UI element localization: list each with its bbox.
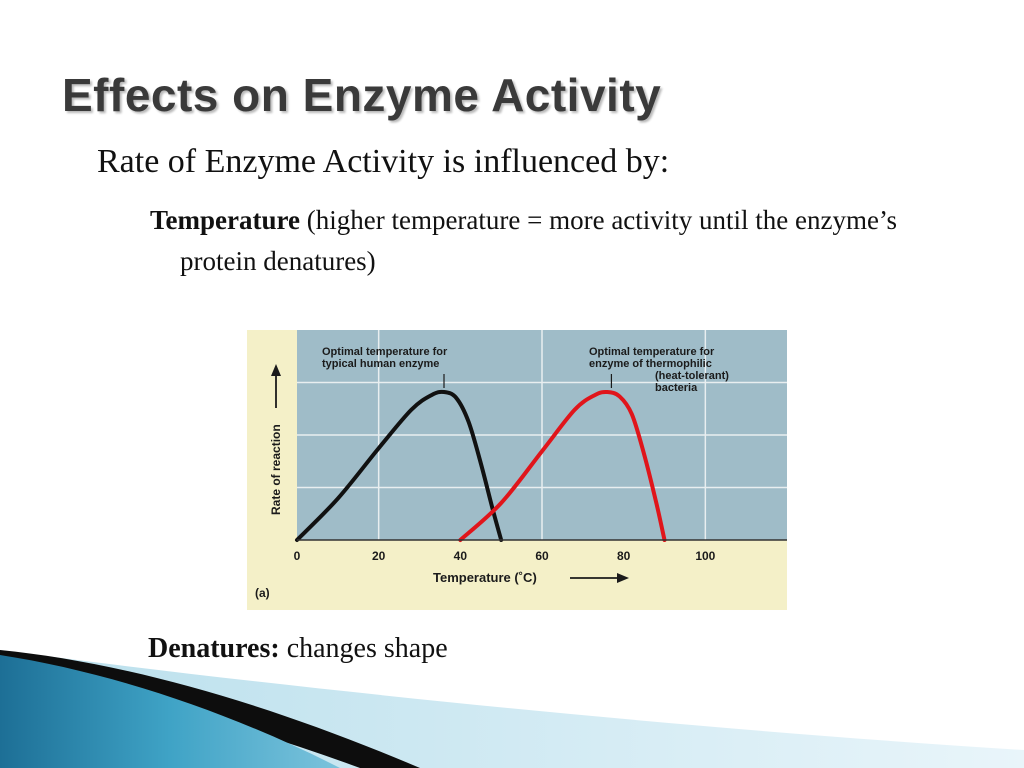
x-tick-label: 40 [454,549,468,563]
x-tick-labels: 0 20 40 60 80 100 [294,549,716,563]
grid-lines [297,330,787,540]
annotation-line: Optimal temperature for [322,346,448,358]
denatures-description: changes shape [279,633,448,664]
temperature-description: (higher temperature = more activity unti… [180,205,898,276]
annotation-line: bacteria [655,382,698,394]
curves [295,389,667,542]
x-tick-label: 20 [372,549,386,563]
x-axis-label: Temperature (˚C) [433,570,537,585]
y-axis-arrow [271,364,281,408]
bullet-temperature: Temperature (higher temperature = more a… [150,200,980,282]
annotation-line: Optimal temperature for [589,346,715,358]
human-enzyme-curve [295,389,504,542]
x-axis-arrow [570,573,629,583]
annotation-line: typical human enzyme [322,358,439,370]
footer-black-band [0,650,420,768]
x-tick-label: 0 [294,549,301,563]
footer-blue-band [0,655,340,768]
enzyme-temperature-figure: 0 20 40 60 80 100 Optimal temperature for typi… [247,330,787,610]
x-tick-label: 80 [617,549,631,563]
rate-vs-temperature-chart: 0 20 40 60 80 100 Optimal temperature fortypi… [247,330,787,610]
x-tick-label: 60 [535,549,549,563]
y-axis-label: Rate of reaction [269,424,283,515]
temperature-term: Temperature [150,205,300,235]
annotation-line: (heat-tolerant) [655,370,729,382]
thermophilic-enzyme-curve [458,389,667,542]
footer-pale-band [0,650,1024,768]
annotation-line: enzyme of thermophilic [589,358,712,370]
panel-label: (a) [255,586,270,600]
bullet-influences: Rate of Enzyme Activity is influenced by… [97,143,670,180]
x-tick-label: 100 [695,549,715,563]
bullet-denatures: Denatures: changes shape [148,633,448,665]
slide-title: Effects on Enzyme Activity [62,69,662,121]
denatures-term: Denatures: [148,633,280,664]
